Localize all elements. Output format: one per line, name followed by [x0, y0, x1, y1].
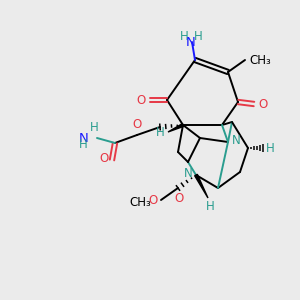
Text: N: N	[79, 131, 89, 145]
Text: CH₃: CH₃	[249, 53, 271, 67]
Text: O: O	[137, 94, 146, 106]
Text: H: H	[79, 137, 87, 151]
Text: N: N	[186, 35, 196, 49]
Polygon shape	[195, 174, 208, 198]
Text: N: N	[184, 167, 192, 180]
Text: H: H	[206, 200, 214, 213]
Text: H: H	[266, 142, 275, 154]
Polygon shape	[168, 124, 184, 132]
Text: H: H	[194, 31, 202, 44]
Text: O: O	[149, 194, 158, 206]
Text: O: O	[100, 152, 109, 166]
Text: H: H	[180, 31, 188, 44]
Text: H: H	[90, 121, 98, 134]
Text: O: O	[174, 192, 184, 205]
Text: CH₃: CH₃	[129, 196, 151, 209]
Text: H: H	[156, 125, 165, 139]
Text: O: O	[132, 118, 142, 131]
Text: N: N	[232, 134, 241, 148]
Text: O: O	[258, 98, 267, 110]
